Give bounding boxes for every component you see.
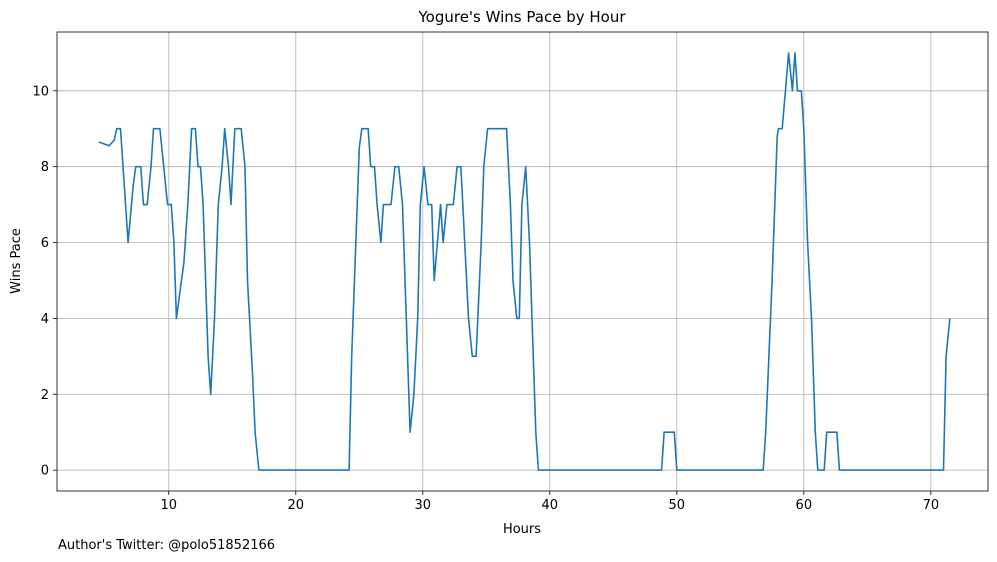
y-tick-label: 0 bbox=[41, 464, 49, 479]
x-axis-ticks: 10 20 30 40 50 60 70 bbox=[160, 491, 939, 513]
series-layer bbox=[98, 52, 951, 471]
x-tick-label: 40 bbox=[542, 498, 559, 513]
x-tick-label: 10 bbox=[160, 498, 177, 513]
y-tick-label: 10 bbox=[32, 84, 49, 99]
x-tick-label: 20 bbox=[288, 498, 305, 513]
y-tick-label: 6 bbox=[41, 236, 49, 251]
y-tick-label: 4 bbox=[41, 312, 49, 327]
x-tick-label: 50 bbox=[669, 498, 686, 513]
y-axis-label: Wins Pace bbox=[9, 228, 24, 294]
author-credit: Author's Twitter: @polo51852166 bbox=[58, 538, 276, 553]
x-tick-label: 60 bbox=[796, 498, 813, 513]
x-tick-label: 30 bbox=[415, 498, 432, 513]
x-tick-label: 70 bbox=[923, 498, 940, 513]
plot-frame bbox=[56, 31, 989, 492]
x-axis-label: Hours bbox=[503, 522, 541, 537]
y-tick-label: 8 bbox=[41, 160, 49, 175]
chart-title: Yogure's Wins Pace by Hour bbox=[417, 8, 626, 26]
y-tick-label: 2 bbox=[41, 388, 49, 403]
gridlines bbox=[57, 32, 988, 491]
series-line-wins-pace bbox=[98, 52, 951, 471]
y-axis-ticks: 0 2 4 6 8 10 bbox=[32, 84, 57, 479]
